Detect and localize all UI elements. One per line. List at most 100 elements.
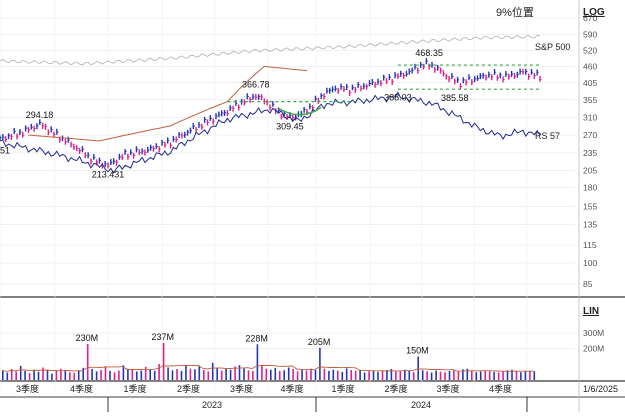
volume-bar (153, 370, 156, 380)
volume-bar (261, 365, 263, 380)
volume-bar (198, 366, 201, 380)
volume-bar (51, 373, 53, 380)
volume-bar (220, 370, 223, 380)
volume-bar (265, 368, 268, 380)
volume-bar (314, 370, 317, 380)
volume-bar (278, 370, 281, 380)
price-annotation: 366.78 (242, 80, 270, 90)
price-tick-label: 180 (583, 182, 597, 192)
volume-bar (390, 369, 393, 380)
price-tick-label: 670 (583, 13, 597, 23)
volume-bar (345, 368, 348, 380)
volume-bar (73, 372, 76, 380)
volume-bar (484, 370, 486, 380)
volume-bar (131, 369, 134, 380)
volume-bar (372, 370, 375, 380)
volume-bar (408, 370, 411, 380)
rs-line (0, 91, 541, 174)
price-tick-label: 270 (583, 130, 597, 140)
moving-average-line (28, 65, 307, 142)
volume-bar (426, 371, 428, 380)
volume-bar (368, 371, 370, 380)
volume-bar (113, 372, 116, 380)
volume-bar (310, 368, 312, 380)
volume-bar (341, 371, 344, 380)
price-annotation: 309.45 (276, 121, 304, 131)
volume-bar (252, 370, 254, 380)
volume-bar (86, 344, 89, 380)
volume-bar (42, 367, 44, 380)
volume-bar (19, 365, 22, 380)
price-tick-label: 590 (583, 29, 597, 39)
volume-bar (158, 364, 160, 380)
price-annotation: 51 (0, 145, 10, 155)
volume-bar (493, 371, 495, 380)
volume-bar (122, 365, 125, 380)
position-label: 9%位置 (496, 5, 534, 19)
volume-bar (439, 371, 442, 380)
volume-bar (337, 370, 339, 380)
volume-bar (55, 370, 58, 380)
volume-bar (363, 372, 366, 380)
volume-bar (453, 370, 455, 380)
volume-bar (332, 369, 335, 380)
volume-bar (140, 370, 143, 380)
price-tick-label: 100 (583, 258, 597, 268)
price-tick-label: 310 (583, 112, 597, 122)
volume-bar (104, 366, 107, 380)
quarter-label: 3季度 (230, 383, 253, 394)
volume-bar (448, 370, 451, 380)
volume-bar (350, 370, 352, 380)
volume-bar (506, 370, 509, 380)
volume-bar (33, 369, 35, 380)
volume-bar (176, 369, 178, 380)
volume-bar (520, 372, 522, 380)
price-tick-label: 205 (583, 166, 597, 176)
volume-bar (118, 370, 120, 380)
volume-annotation: 230M (76, 333, 99, 343)
volume-bar (144, 366, 147, 380)
volume-bar (64, 369, 67, 380)
quarter-label: 4季度 (70, 383, 93, 394)
volume-bar (256, 344, 259, 380)
volume-bar (435, 370, 437, 380)
volume-average-line (1, 364, 534, 372)
volume-bar (319, 347, 321, 380)
volume-bar (207, 371, 210, 380)
volume-bar (234, 366, 236, 380)
volume-bar (180, 370, 183, 380)
price-tick-label: 115 (583, 240, 597, 250)
volume-bar (381, 370, 384, 380)
sp500-label: S&P 500 (535, 42, 570, 52)
volume-bar (399, 370, 402, 380)
volume-bar (82, 367, 84, 380)
volume-bar (167, 367, 169, 380)
volume-bars (1, 342, 536, 381)
price-annotation: 213.431 (92, 169, 125, 179)
volume-tick-label: 200M (583, 344, 604, 354)
price-tick-label: 135 (583, 219, 597, 229)
volume-bar (283, 370, 285, 380)
price-annotation: 468.35 (415, 48, 443, 58)
volume-bar (529, 370, 531, 380)
price-tick-label: 460 (583, 61, 597, 71)
volume-bar (225, 368, 227, 380)
price-annotation: 385.58 (441, 93, 469, 103)
volume-bar (203, 370, 205, 380)
volume-bar (95, 371, 98, 380)
volume-bar (247, 370, 250, 380)
quarter-label: 4季度 (280, 383, 303, 394)
price-annotation: 388.03 (384, 92, 412, 102)
volume-bar (60, 368, 62, 380)
volume-bar (292, 369, 294, 380)
volume-bar (91, 369, 93, 380)
volume-bar (515, 371, 518, 380)
volume-bar (77, 370, 80, 380)
volume-bar (37, 371, 40, 380)
volume-bar (185, 365, 187, 380)
volume-bar (194, 369, 196, 380)
volume-bar (274, 367, 277, 380)
volume-bar (479, 371, 482, 380)
